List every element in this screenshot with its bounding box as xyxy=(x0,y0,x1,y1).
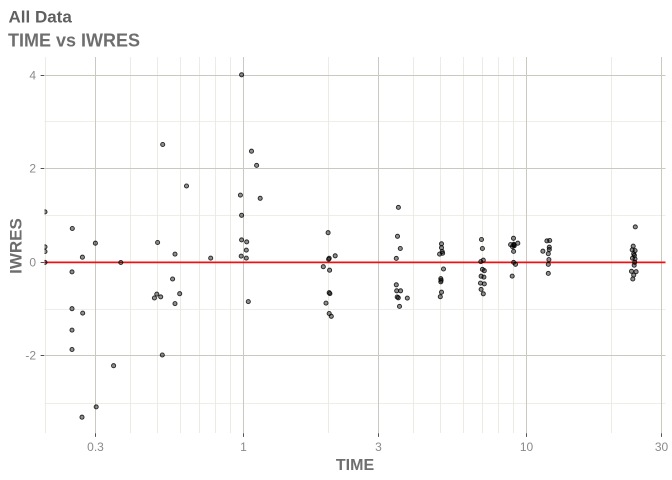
svg-text:4: 4 xyxy=(29,69,36,83)
svg-text:30: 30 xyxy=(655,440,669,454)
svg-text:TIME vs IWRES: TIME vs IWRES xyxy=(8,30,140,50)
svg-text:2: 2 xyxy=(29,162,36,176)
svg-text:1: 1 xyxy=(240,440,247,454)
svg-text:3: 3 xyxy=(375,440,382,454)
svg-text:All Data: All Data xyxy=(9,7,73,26)
svg-text:TIME: TIME xyxy=(336,457,375,474)
svg-text:0.3: 0.3 xyxy=(87,440,104,454)
svg-text:0: 0 xyxy=(29,256,36,270)
svg-text:IWRES: IWRES xyxy=(7,218,26,274)
svg-text:-2: -2 xyxy=(25,349,36,363)
svg-text:10: 10 xyxy=(520,440,534,454)
